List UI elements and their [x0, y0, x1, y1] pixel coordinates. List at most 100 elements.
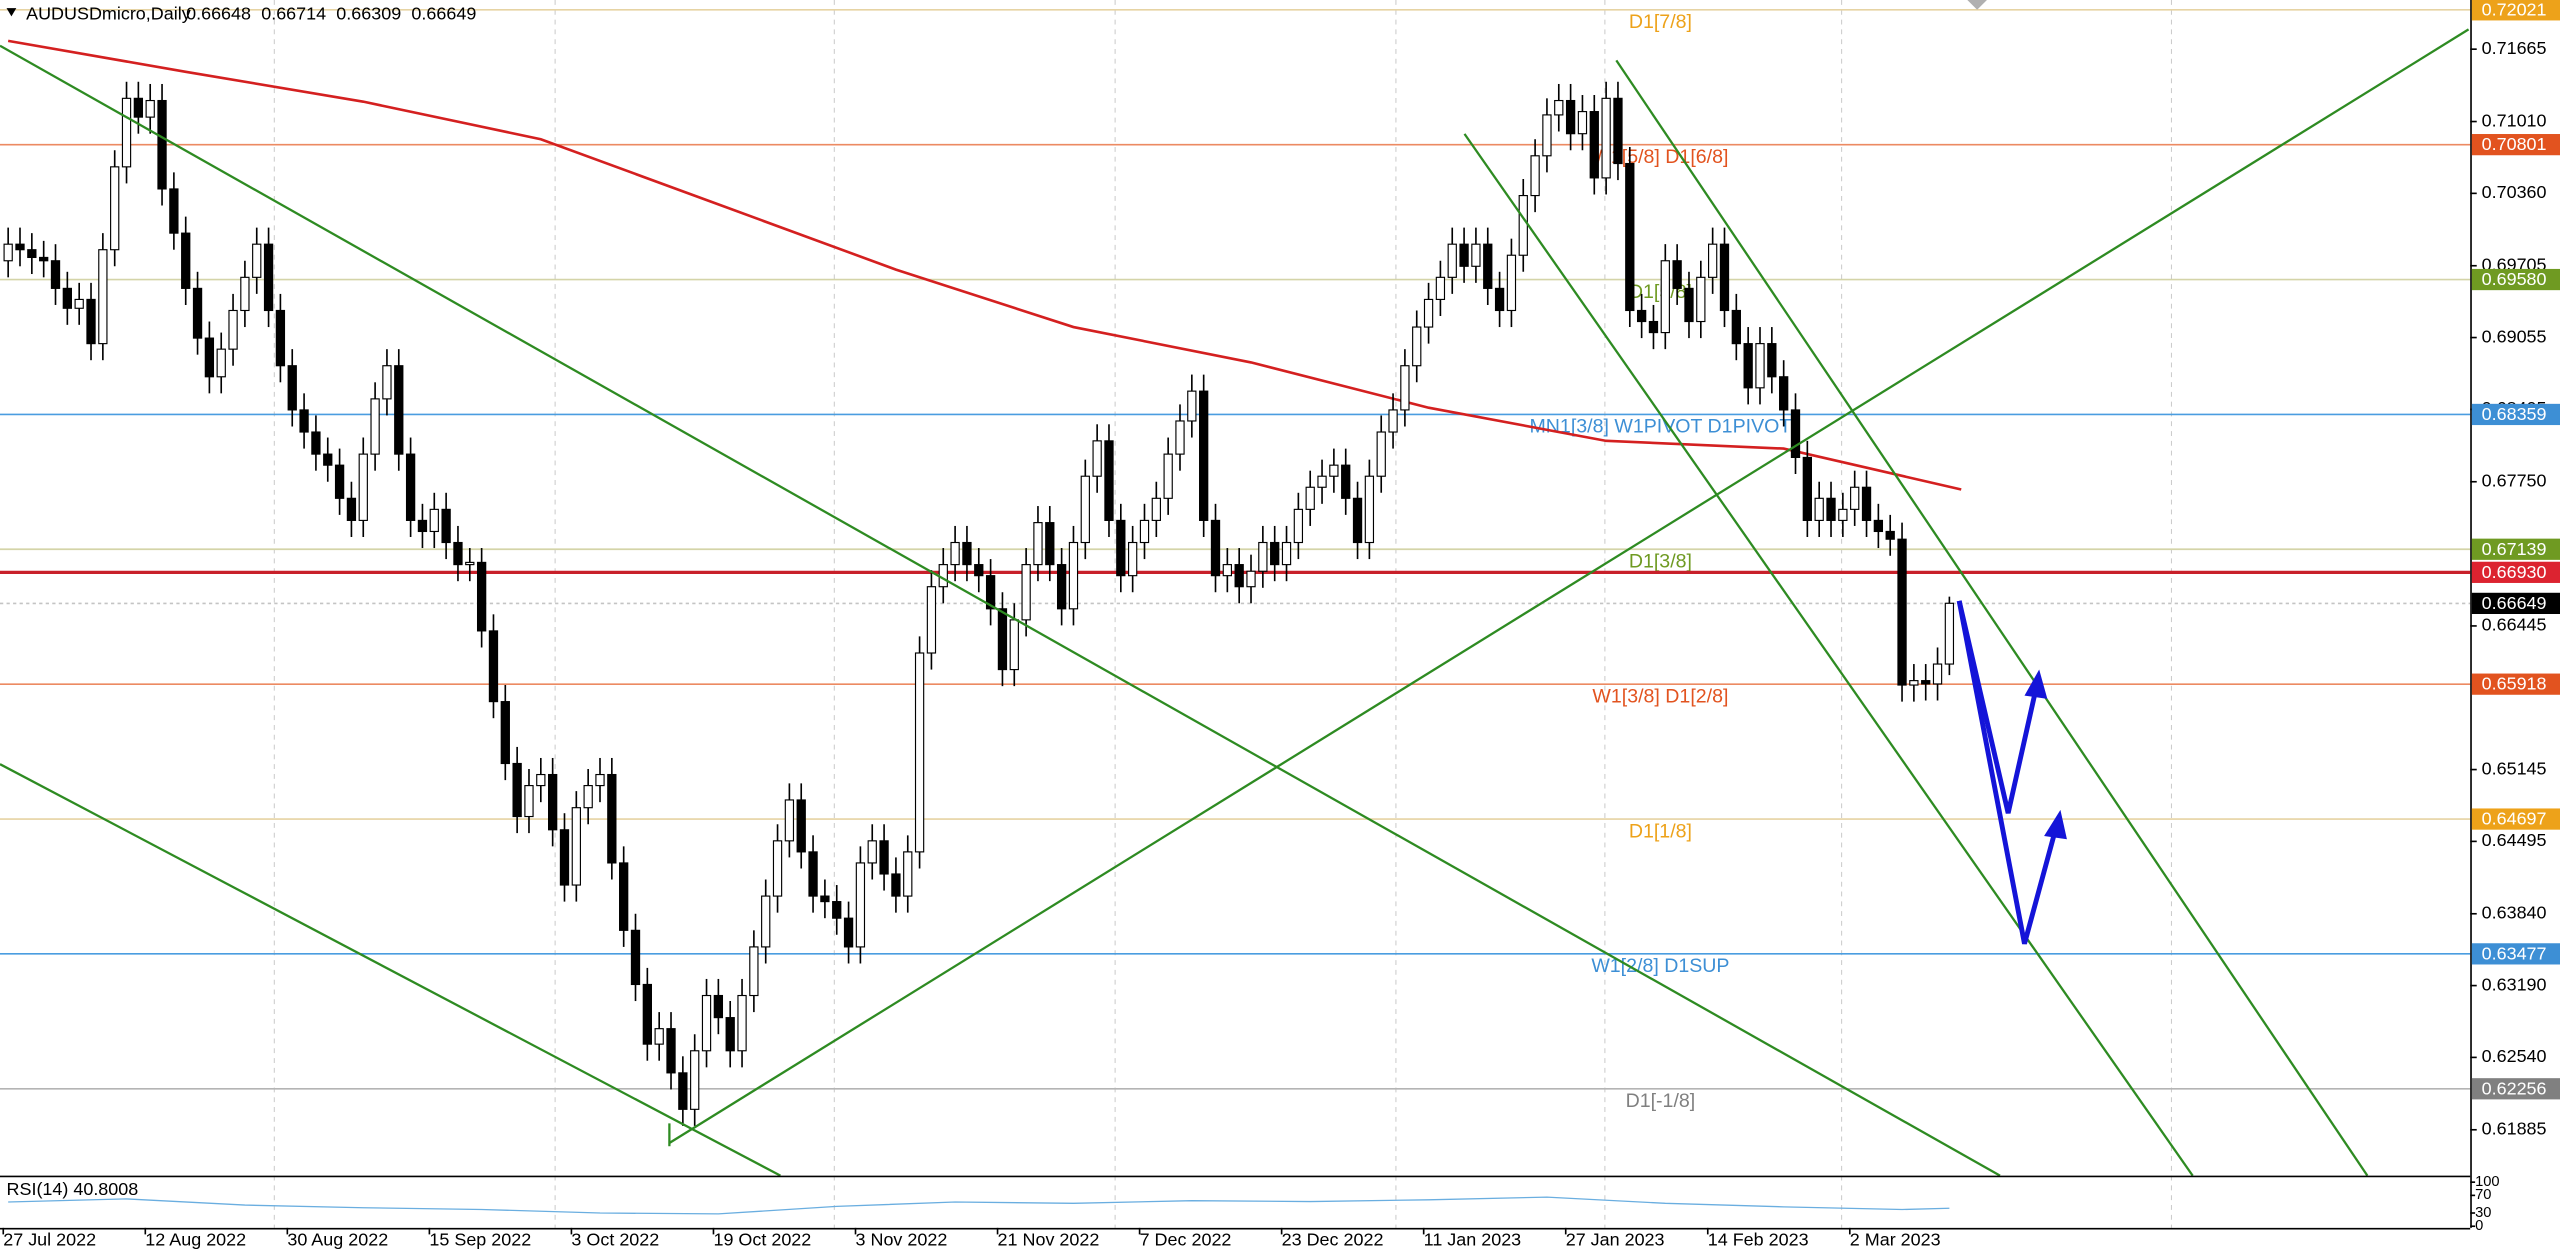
rsi-title: RSI(14) 40.8008 — [7, 1179, 139, 1199]
level-label: D1[7/8] — [1629, 11, 1692, 33]
candle-body — [1033, 522, 1043, 566]
candle-body — [1329, 464, 1339, 477]
level-label: W1[2/8] D1SUP — [1591, 955, 1729, 977]
candle-body — [465, 561, 475, 566]
trend-lines — [0, 28, 2470, 1177]
forecast-arrows — [1956, 600, 2067, 945]
candle-body — [39, 256, 49, 262]
candle-body — [1613, 97, 1623, 165]
candle-body — [903, 851, 913, 897]
y-tick-label: 0.70360 — [2482, 182, 2547, 202]
candle-body — [1175, 420, 1185, 455]
candle-body — [370, 398, 380, 455]
candle-body — [1246, 570, 1256, 588]
candle-body — [950, 541, 960, 566]
candle-body — [181, 232, 191, 289]
candle-body — [761, 895, 771, 948]
candle-body — [62, 287, 72, 309]
candle-body — [1506, 254, 1517, 312]
candle-body — [287, 365, 297, 411]
candle-body — [1743, 343, 1753, 389]
candle-body — [512, 762, 522, 818]
moving-average — [7, 39, 1962, 491]
x-tick-label: 14 Feb 2023 — [1708, 1230, 1809, 1250]
candle-body — [796, 799, 806, 853]
candle-body — [938, 564, 948, 588]
x-tick-label: 21 Nov 2022 — [998, 1230, 1100, 1250]
rsi-tick-label: 30 — [2475, 1205, 2491, 1221]
candles — [3, 81, 1955, 1126]
candle-body — [1932, 663, 1943, 685]
candle-body — [879, 840, 889, 875]
price-label: 0.65918 — [2482, 674, 2547, 694]
candle-body — [1056, 564, 1067, 610]
candle-body — [1885, 530, 1895, 540]
rsi-tick-label: 70 — [2475, 1187, 2491, 1203]
candle-body — [1293, 508, 1304, 544]
candle-body — [441, 508, 451, 544]
price-label-box — [2471, 808, 2560, 830]
candle-body — [1222, 564, 1232, 577]
candle-body — [713, 994, 724, 1019]
candle-body — [1376, 431, 1386, 477]
x-tick-label: 30 Aug 2022 — [287, 1230, 388, 1250]
candle-body — [1423, 298, 1434, 328]
candle-body — [974, 564, 984, 577]
price-label-box — [2471, 561, 2560, 583]
candle-body — [263, 243, 274, 312]
menu-marker — [6, 8, 17, 17]
candle-body — [1648, 320, 1659, 334]
y-tick-label: 0.63840 — [2482, 903, 2547, 923]
candle-body — [571, 807, 581, 886]
candle-body — [500, 701, 510, 765]
level-label: D1[5/8] — [1629, 281, 1692, 303]
candle-body — [1873, 519, 1884, 533]
candle-body — [1672, 260, 1682, 289]
x-tick-label: 23 Dec 2022 — [1282, 1230, 1384, 1250]
candle-body — [1577, 111, 1588, 135]
candle-body — [583, 785, 593, 809]
price-label-box — [2471, 943, 2560, 965]
candle-body — [1542, 114, 1552, 157]
level-label: W1[3/8] D1[2/8] — [1592, 685, 1728, 707]
candle-body — [145, 99, 155, 118]
price-label: 0.66649 — [2482, 593, 2547, 613]
candle-body — [997, 608, 1008, 671]
candle-body — [690, 1050, 700, 1110]
rsi-tick-label: 100 — [2475, 1174, 2500, 1190]
candle-body — [1435, 276, 1446, 301]
candle-body — [1601, 97, 1611, 179]
vertical-grid — [273, 0, 2172, 1228]
y-tick-label: 0.66445 — [2482, 615, 2547, 635]
candle-body — [985, 575, 996, 610]
price-label: 0.72021 — [2482, 0, 2547, 19]
candle-body — [1045, 522, 1055, 566]
candle-body — [1009, 619, 1019, 671]
shift-marker — [1967, 0, 1987, 10]
x-tick-label: 27 Jan 2023 — [1566, 1230, 1665, 1250]
candle-body — [1163, 453, 1173, 499]
candle-body — [1755, 343, 1765, 389]
candle-body — [74, 298, 84, 309]
x-tick-label: 3 Nov 2022 — [856, 1230, 948, 1250]
candle-body — [1921, 680, 1931, 685]
candle-body — [192, 287, 203, 339]
candle-body — [382, 365, 392, 400]
symbol: AUDUSDmicro,Daily — [26, 3, 191, 23]
y-tick-label: 0.71010 — [2482, 110, 2547, 130]
candle-body — [914, 652, 925, 853]
candle-body — [1412, 326, 1422, 367]
candle-body — [110, 166, 120, 251]
candle-body — [1483, 243, 1493, 289]
candle-body — [1838, 508, 1848, 521]
candle-body — [1589, 111, 1599, 179]
price-label: 0.66930 — [2482, 562, 2547, 582]
candle-body — [1944, 602, 1955, 665]
y-tick-label: 0.67750 — [2482, 470, 2547, 490]
candle-body — [962, 541, 972, 566]
level-label: D1[1/8] — [1629, 820, 1692, 842]
x-tick-label: 27 Jul 2022 — [3, 1230, 96, 1250]
price-label: 0.67139 — [2482, 539, 2547, 559]
candle-body — [453, 541, 463, 566]
